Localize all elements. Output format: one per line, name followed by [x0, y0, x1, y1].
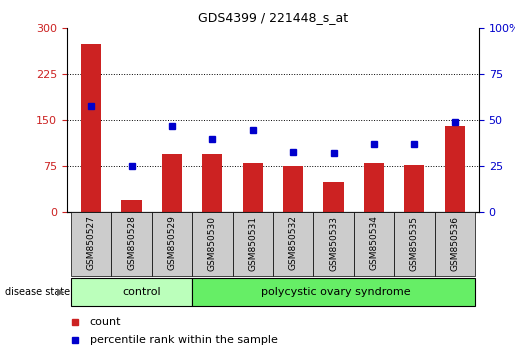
- Text: GSM850536: GSM850536: [450, 216, 459, 270]
- Text: GSM850534: GSM850534: [369, 216, 379, 270]
- Bar: [404, 165, 424, 212]
- Text: percentile rank within the sample: percentile rank within the sample: [90, 335, 278, 344]
- Text: GSM850530: GSM850530: [208, 216, 217, 270]
- Bar: [202, 154, 222, 212]
- FancyBboxPatch shape: [394, 212, 435, 276]
- Bar: [283, 166, 303, 212]
- Bar: [162, 154, 182, 212]
- FancyBboxPatch shape: [192, 212, 233, 276]
- FancyBboxPatch shape: [233, 212, 273, 276]
- FancyBboxPatch shape: [71, 278, 192, 306]
- Text: disease state: disease state: [5, 287, 70, 297]
- Bar: [323, 182, 344, 212]
- FancyBboxPatch shape: [273, 212, 313, 276]
- FancyBboxPatch shape: [152, 212, 192, 276]
- FancyBboxPatch shape: [313, 212, 354, 276]
- Text: GSM850535: GSM850535: [410, 216, 419, 270]
- Text: GSM850528: GSM850528: [127, 216, 136, 270]
- Text: GSM850531: GSM850531: [248, 216, 258, 270]
- Text: GSM850529: GSM850529: [167, 216, 177, 270]
- Bar: [243, 163, 263, 212]
- Bar: [444, 126, 465, 212]
- FancyBboxPatch shape: [192, 278, 475, 306]
- Title: GDS4399 / 221448_s_at: GDS4399 / 221448_s_at: [198, 11, 348, 24]
- Text: GSM850533: GSM850533: [329, 216, 338, 270]
- Text: control: control: [123, 287, 161, 297]
- Bar: [122, 200, 142, 212]
- Text: polycystic ovary syndrome: polycystic ovary syndrome: [261, 287, 410, 297]
- FancyBboxPatch shape: [435, 212, 475, 276]
- Text: count: count: [90, 318, 121, 327]
- FancyBboxPatch shape: [111, 212, 152, 276]
- FancyBboxPatch shape: [71, 212, 111, 276]
- FancyBboxPatch shape: [354, 212, 394, 276]
- Bar: [364, 163, 384, 212]
- Bar: [81, 44, 101, 212]
- Text: ▶: ▶: [57, 287, 64, 297]
- Text: GSM850532: GSM850532: [288, 216, 298, 270]
- Text: GSM850527: GSM850527: [87, 216, 96, 270]
